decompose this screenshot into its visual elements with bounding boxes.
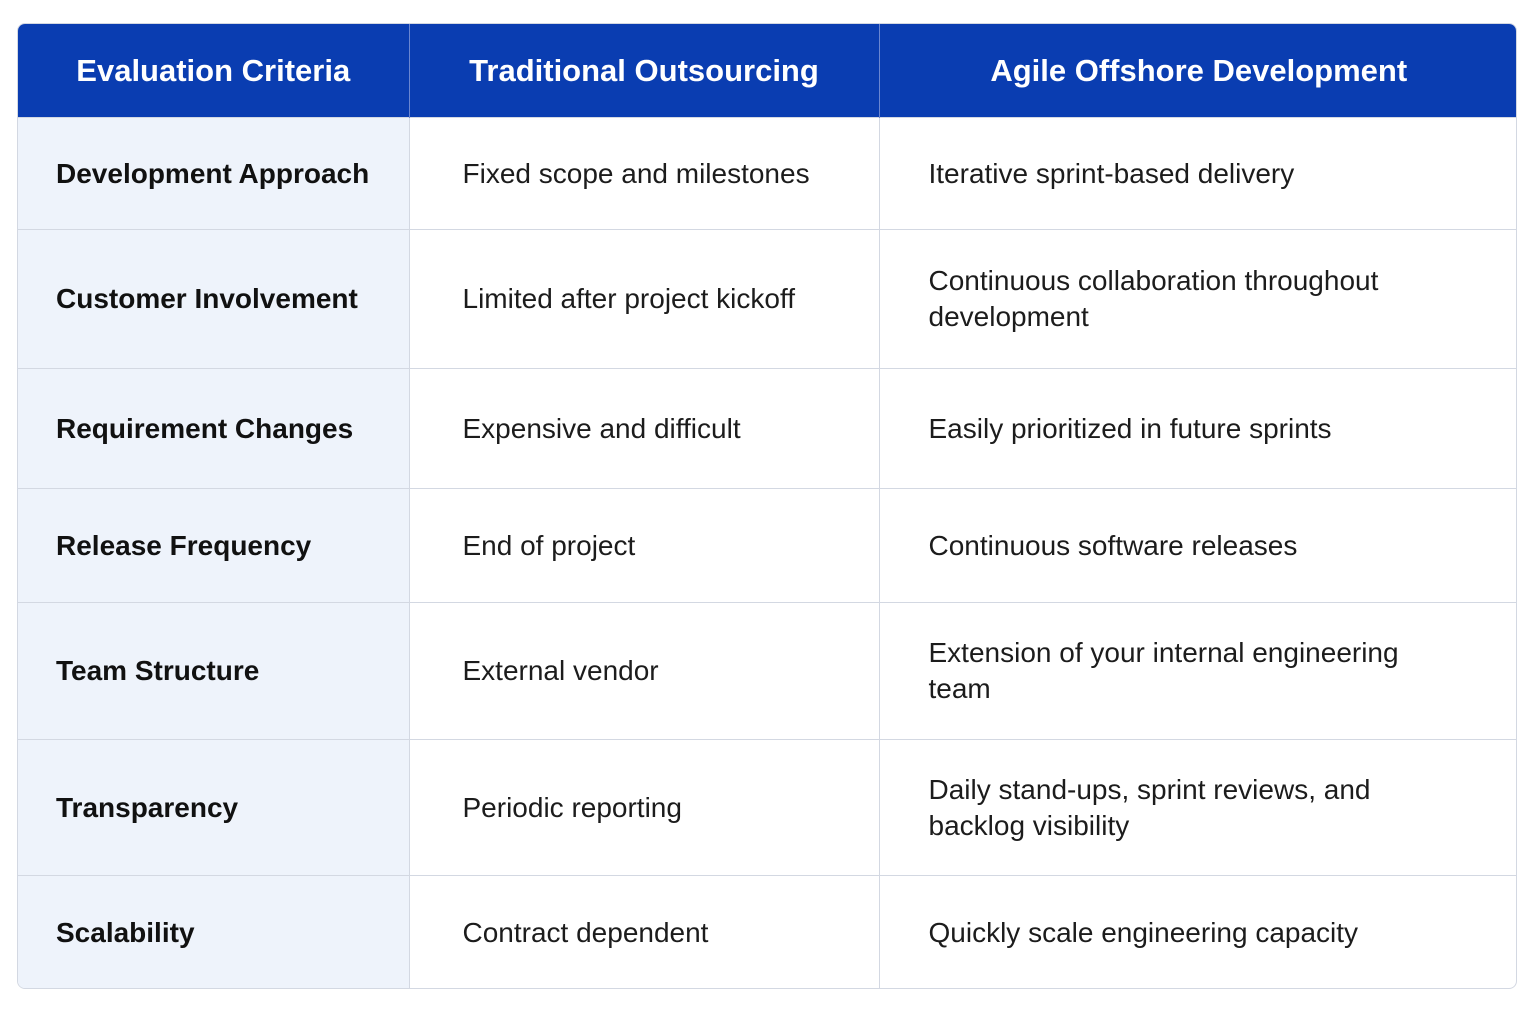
table-row: Requirement Changes Expensive and diffic… [18,368,1516,489]
criteria-cell: Requirement Changes [18,368,410,489]
traditional-cell: Expensive and difficult [409,368,880,489]
table-row: Scalability Contract dependent Quickly s… [18,875,1516,988]
agile-cell: Iterative sprint-based delivery [879,117,1516,230]
criteria-cell: Development Approach [18,117,410,230]
comparison-table: Evaluation Criteria Traditional Outsourc… [17,23,1517,989]
agile-cell: Continuous software releases [879,488,1516,603]
traditional-cell: End of project [409,488,880,603]
agile-cell: Quickly scale engineering capacity [879,875,1516,988]
traditional-cell: Fixed scope and milestones [409,117,880,230]
header-evaluation-criteria: Evaluation Criteria [18,24,410,118]
comparison-table-grid: Evaluation Criteria Traditional Outsourc… [18,24,1516,988]
header-traditional-outsourcing: Traditional Outsourcing [409,24,880,118]
traditional-cell: Limited after project kickoff [409,229,880,369]
agile-cell: Continuous collaboration throughout deve… [879,229,1516,369]
criteria-cell: Release Frequency [18,488,410,603]
criteria-cell: Scalability [18,875,410,988]
agile-cell: Easily prioritized in future sprints [879,368,1516,489]
criteria-cell: Transparency [18,739,410,876]
traditional-cell: Periodic reporting [409,739,880,876]
traditional-cell: External vendor [409,602,880,740]
table-row: Transparency Periodic reporting Daily st… [18,739,1516,876]
table-header-row: Evaluation Criteria Traditional Outsourc… [18,24,1516,118]
criteria-cell: Customer Involvement [18,229,410,369]
table-row: Customer Involvement Limited after proje… [18,229,1516,369]
agile-cell: Extension of your internal engineering t… [879,602,1516,740]
table-row: Development Approach Fixed scope and mil… [18,117,1516,230]
table-row: Team Structure External vendor Extension… [18,602,1516,740]
agile-cell: Daily stand-ups, sprint reviews, and bac… [879,739,1516,876]
criteria-cell: Team Structure [18,602,410,740]
table-row: Release Frequency End of project Continu… [18,488,1516,603]
header-agile-offshore-development: Agile Offshore Development [879,24,1516,118]
traditional-cell: Contract dependent [409,875,880,988]
